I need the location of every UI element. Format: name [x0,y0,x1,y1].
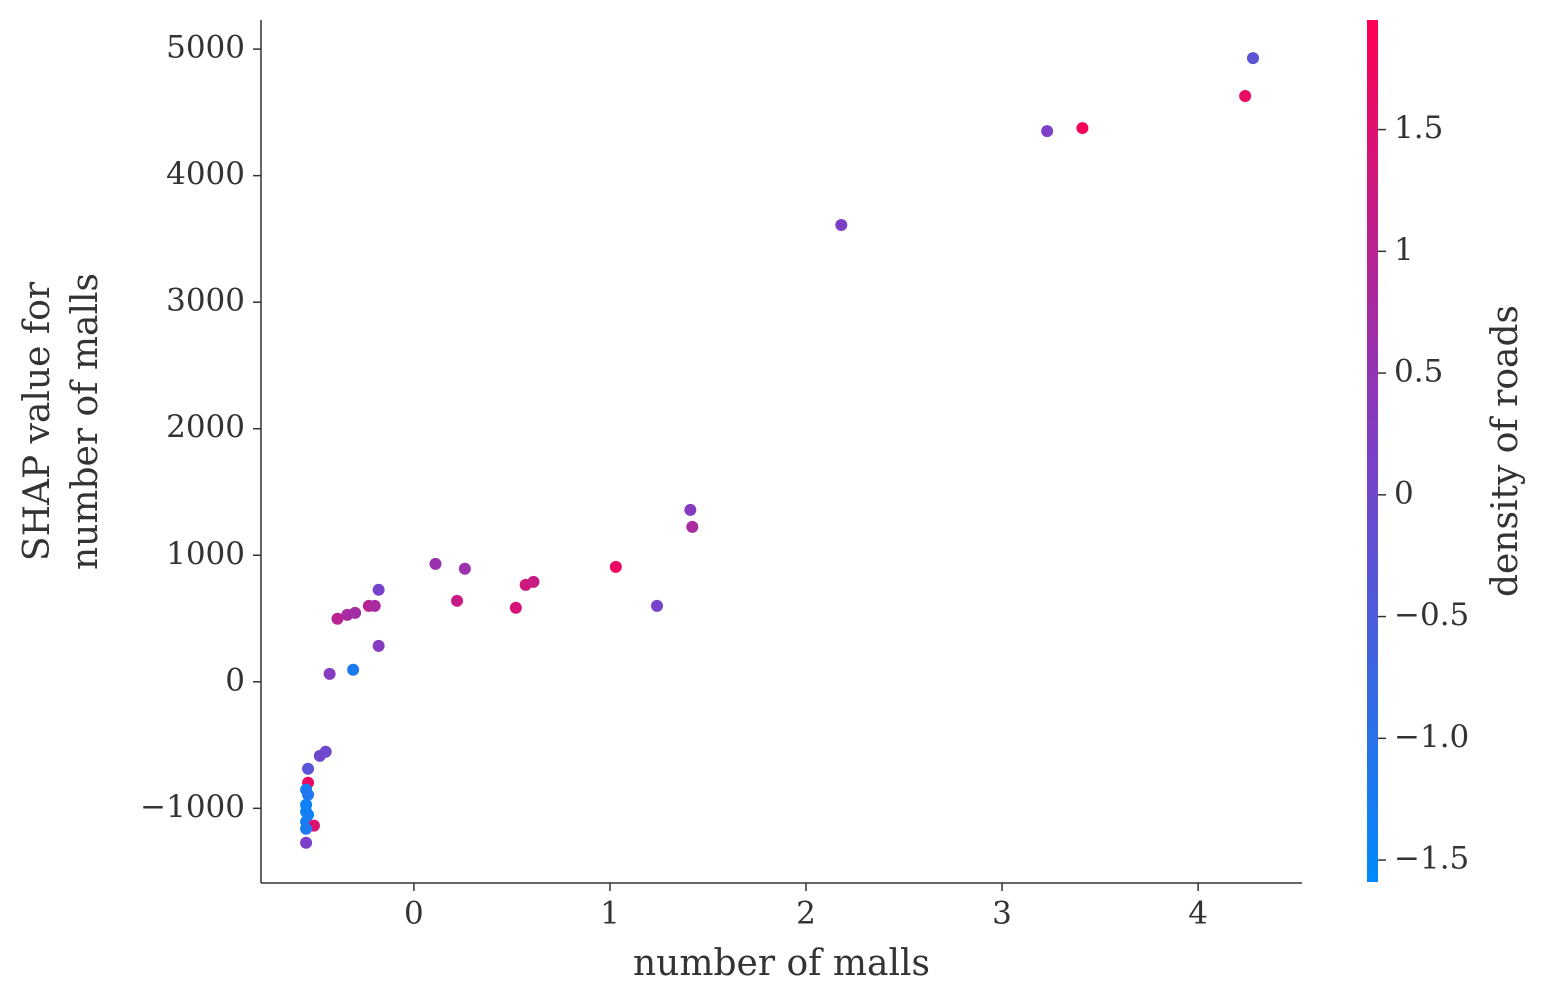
colorbar-tick-label: −1.0 [1394,719,1469,755]
y-tick-label: 1000 [166,536,245,572]
point [347,663,360,676]
point [300,836,313,849]
x-tick-label: 1 [600,896,620,932]
point [372,583,385,596]
y-tick-label: 4000 [166,156,245,192]
x-tick-label: 2 [796,896,816,932]
colorbar-tick-label: 1.5 [1394,110,1443,146]
y-tick-label: 5000 [166,30,245,66]
point [429,557,442,570]
point [331,612,344,625]
y-axis-label: SHAP value for [17,281,58,561]
colorbar-tick-label: 0.5 [1394,354,1443,390]
point [302,788,315,801]
x-axis-label: number of malls [633,943,930,984]
x-tick-label: 3 [992,896,1012,932]
y-tick-label: 3000 [166,283,245,319]
point [1041,125,1054,138]
point [372,639,385,652]
colorbar [1367,20,1378,882]
point [651,599,664,612]
colorbar-label: density of roads [1485,305,1526,597]
point [368,599,381,612]
colorbar-tick-label: −0.5 [1394,597,1469,633]
point [451,594,464,607]
point [509,601,522,614]
y-tick-label: 0 [225,662,245,698]
y-axis-label: number of malls [65,273,106,570]
point [527,575,540,588]
x-tick-label: 4 [1188,896,1208,932]
point [300,822,313,835]
point [302,762,315,775]
point [349,606,362,619]
x-tick-label: 0 [404,896,424,932]
colorbar-tick-label: 0 [1394,475,1414,511]
point [835,218,848,231]
point [458,562,471,575]
point [323,667,336,680]
point [609,560,622,573]
point [684,503,697,516]
point [686,520,699,533]
y-tick-label: −1000 [140,789,245,825]
y-tick-label: 2000 [166,409,245,445]
point [1239,90,1252,103]
point [1076,122,1089,135]
colorbar-tick-label: 1 [1394,232,1414,268]
colorbar-tick-label: −1.5 [1394,841,1469,877]
point [313,749,326,762]
point [1246,52,1259,65]
